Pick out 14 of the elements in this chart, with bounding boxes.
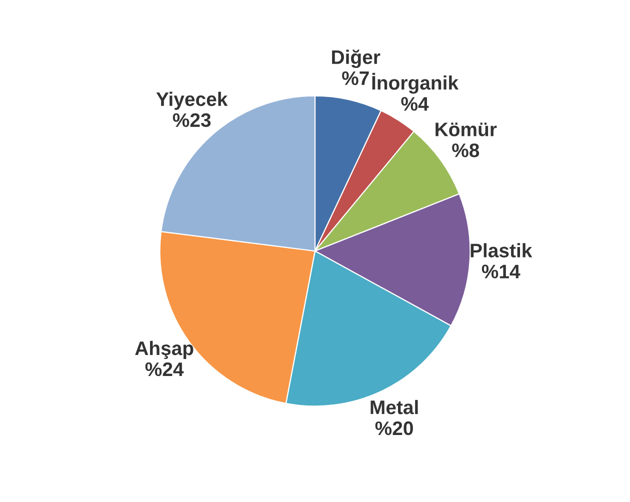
data-label: %24 xyxy=(145,362,184,376)
data-label: %23 xyxy=(172,113,211,128)
slice-label: Plastik xyxy=(470,243,532,258)
data-label: %4 xyxy=(401,97,429,111)
slice-label: Metal xyxy=(370,400,418,414)
data-label: %7 xyxy=(342,71,369,86)
data-label: %20 xyxy=(375,421,413,436)
slice-label: Yiyecek xyxy=(156,92,228,110)
data-label: %14 xyxy=(482,264,520,278)
slice-label: Kömür xyxy=(436,122,497,136)
slice-label: İnorganik xyxy=(372,72,459,94)
slice-label: Diğer xyxy=(332,50,380,68)
data-label: %8 xyxy=(452,143,480,158)
slice-label: Ahşap xyxy=(135,340,194,360)
